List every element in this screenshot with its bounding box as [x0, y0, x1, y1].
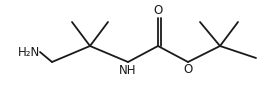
Text: NH: NH [119, 64, 137, 77]
Text: O: O [153, 4, 163, 17]
Text: O: O [183, 63, 193, 76]
Text: H₂N: H₂N [18, 45, 40, 58]
